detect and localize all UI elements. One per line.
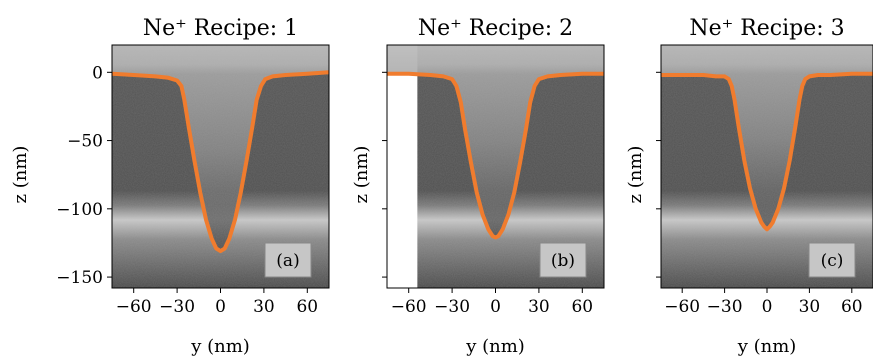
panel-label: (a) [276, 251, 299, 271]
x-axis-label: y (nm) [190, 336, 250, 356]
x-tick-label: 60 [841, 297, 863, 317]
panel-label: (b) [551, 251, 575, 271]
y-axis-label: z (nm) [625, 146, 646, 204]
x-tick-label: 30 [253, 297, 275, 317]
x-tick-label: 60 [571, 297, 593, 317]
x-tick-label: −30 [434, 297, 470, 317]
x-tick-label: 0 [490, 297, 501, 317]
x-tick-label: −60 [391, 297, 427, 317]
x-tick-label: 0 [215, 297, 226, 317]
x-tick-label: 0 [762, 297, 773, 317]
y-tick-label: −100 [56, 200, 103, 220]
y-tick-label: −50 [67, 132, 103, 152]
panel-1: Ne⁺ Recipe: 1 0 −50 −100 −150 −60 −30 0 30 60 y (n… [10, 16, 329, 356]
y-tick-label: −150 [56, 268, 103, 288]
x-axis-label: y (nm) [465, 336, 525, 356]
panel-title: Ne⁺ Recipe: 2 [418, 16, 573, 41]
x-tick-label: 30 [528, 297, 550, 317]
panel-title: Ne⁺ Recipe: 1 [143, 16, 298, 41]
x-tick-label: −60 [664, 297, 700, 317]
panel-2: Ne⁺ Recipe: 2 −60 −30 0 30 60 y (nm) z (nm) (b) [351, 16, 604, 356]
y-axis-label: z (nm) [351, 146, 372, 204]
y-axis-label: z (nm) [10, 146, 31, 204]
x-tick-label: 60 [296, 297, 318, 317]
x-tick-label: −30 [159, 297, 195, 317]
x-tick-label: −60 [116, 297, 152, 317]
x-tick-label: 30 [799, 297, 821, 317]
x-axis-label: y (nm) [737, 336, 797, 356]
x-tick-label: −30 [707, 297, 743, 317]
panel-title: Ne⁺ Recipe: 3 [689, 16, 844, 41]
panel-label: (c) [821, 251, 844, 271]
panel-3: Ne⁺ Recipe: 3 −60 −30 0 30 60 y (nm) z (nm) (c) [625, 16, 873, 356]
y-tick-label: 0 [92, 63, 103, 83]
